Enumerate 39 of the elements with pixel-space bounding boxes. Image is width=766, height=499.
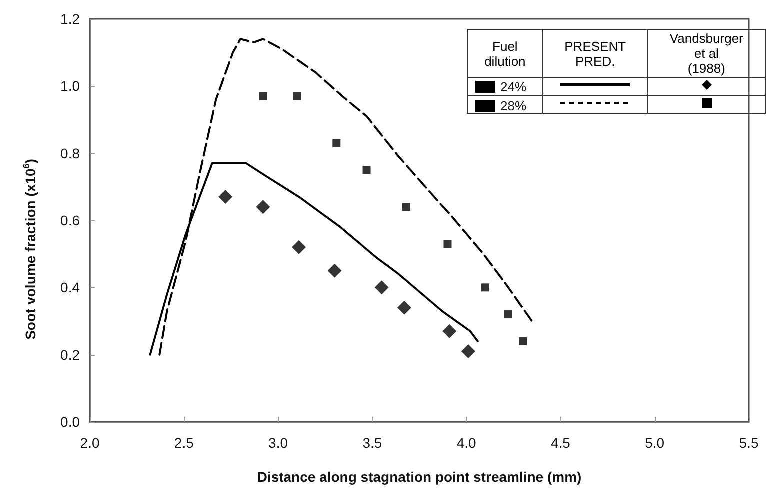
y-tick-label: 1.2: [60, 11, 80, 27]
point: [444, 240, 452, 248]
x-tick-label: 3.0: [268, 435, 288, 451]
point: [442, 324, 457, 338]
point: [218, 190, 233, 204]
point: [402, 203, 410, 212]
x-tick-label: 3.5: [362, 435, 382, 451]
point: [256, 200, 270, 214]
y-tick-label: 0.8: [60, 145, 80, 162]
point: [519, 337, 528, 346]
point: [362, 166, 371, 174]
point: [461, 344, 476, 358]
point: [293, 92, 302, 100]
y-tick-label: 0.2: [60, 346, 80, 363]
y-tick-label: 1.0: [60, 78, 80, 94]
point: [504, 310, 512, 319]
y-axis-title: Soot volume fraction (x106): [22, 159, 38, 340]
legend-title: Fuel dilution: [468, 30, 543, 78]
x-tick-label: 4.0: [456, 435, 477, 451]
x-tick-label: 5.5: [739, 435, 759, 451]
x-tick-label: 2.5: [174, 435, 194, 451]
point: [481, 284, 490, 292]
point: [332, 139, 341, 148]
y-tick-label: 0.4: [60, 280, 80, 296]
legend-label: 24%: [500, 80, 527, 94]
y-tick-label: 0.6: [60, 212, 80, 228]
annotation: Vandsburger et al (1988): [648, 30, 766, 78]
x-axis-title: Distance along stagnation point streamline (mm): [257, 469, 582, 485]
legend-label: 28%: [500, 98, 527, 114]
point: [328, 264, 342, 278]
y-tick-label: 0.0: [60, 414, 80, 430]
x-tick-label: 5.0: [645, 435, 665, 451]
point: [292, 240, 306, 254]
point: [397, 300, 412, 315]
x-tick-label: 4.5: [550, 435, 571, 451]
point: [259, 92, 268, 100]
annotation: PRESENT PRED.: [542, 30, 648, 78]
point: [374, 280, 389, 295]
x-tick-label: 2.0: [80, 435, 100, 451]
